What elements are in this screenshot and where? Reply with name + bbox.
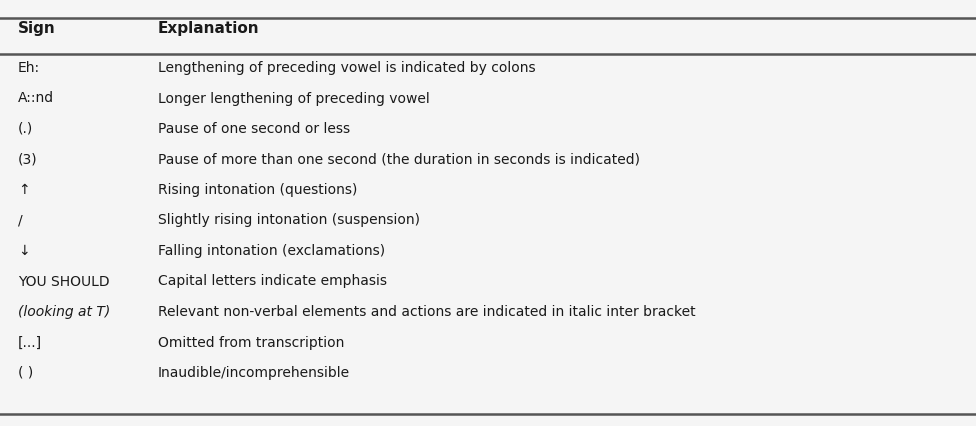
Text: Inaudible/incomprehensible: Inaudible/incomprehensible (158, 366, 350, 380)
Text: Omitted from transcription: Omitted from transcription (158, 336, 345, 349)
Text: Rising intonation (questions): Rising intonation (questions) (158, 183, 357, 197)
Text: Slightly rising intonation (suspension): Slightly rising intonation (suspension) (158, 213, 420, 227)
Text: ↓: ↓ (18, 244, 29, 258)
Text: /: / (18, 213, 22, 227)
Text: Lengthening of preceding vowel is indicated by colons: Lengthening of preceding vowel is indica… (158, 61, 536, 75)
Text: YOU SHOULD: YOU SHOULD (18, 274, 109, 288)
Text: Longer lengthening of preceding vowel: Longer lengthening of preceding vowel (158, 92, 429, 106)
Text: Pause of one second or less: Pause of one second or less (158, 122, 350, 136)
Text: Capital letters indicate emphasis: Capital letters indicate emphasis (158, 274, 387, 288)
Text: Eh:: Eh: (18, 61, 40, 75)
Text: ( ): ( ) (18, 366, 33, 380)
Text: Explanation: Explanation (158, 20, 260, 35)
Text: Relevant non-verbal elements and actions are indicated in italic inter bracket: Relevant non-verbal elements and actions… (158, 305, 696, 319)
Text: [...]: [...] (18, 336, 42, 349)
Text: (3): (3) (18, 153, 38, 167)
Text: (looking at T): (looking at T) (18, 305, 110, 319)
Text: Falling intonation (exclamations): Falling intonation (exclamations) (158, 244, 386, 258)
Text: (.): (.) (18, 122, 33, 136)
Text: Sign: Sign (18, 20, 56, 35)
Text: A::nd: A::nd (18, 92, 54, 106)
Text: ↑: ↑ (18, 183, 29, 197)
Text: Pause of more than one second (the duration in seconds is indicated): Pause of more than one second (the durat… (158, 153, 640, 167)
